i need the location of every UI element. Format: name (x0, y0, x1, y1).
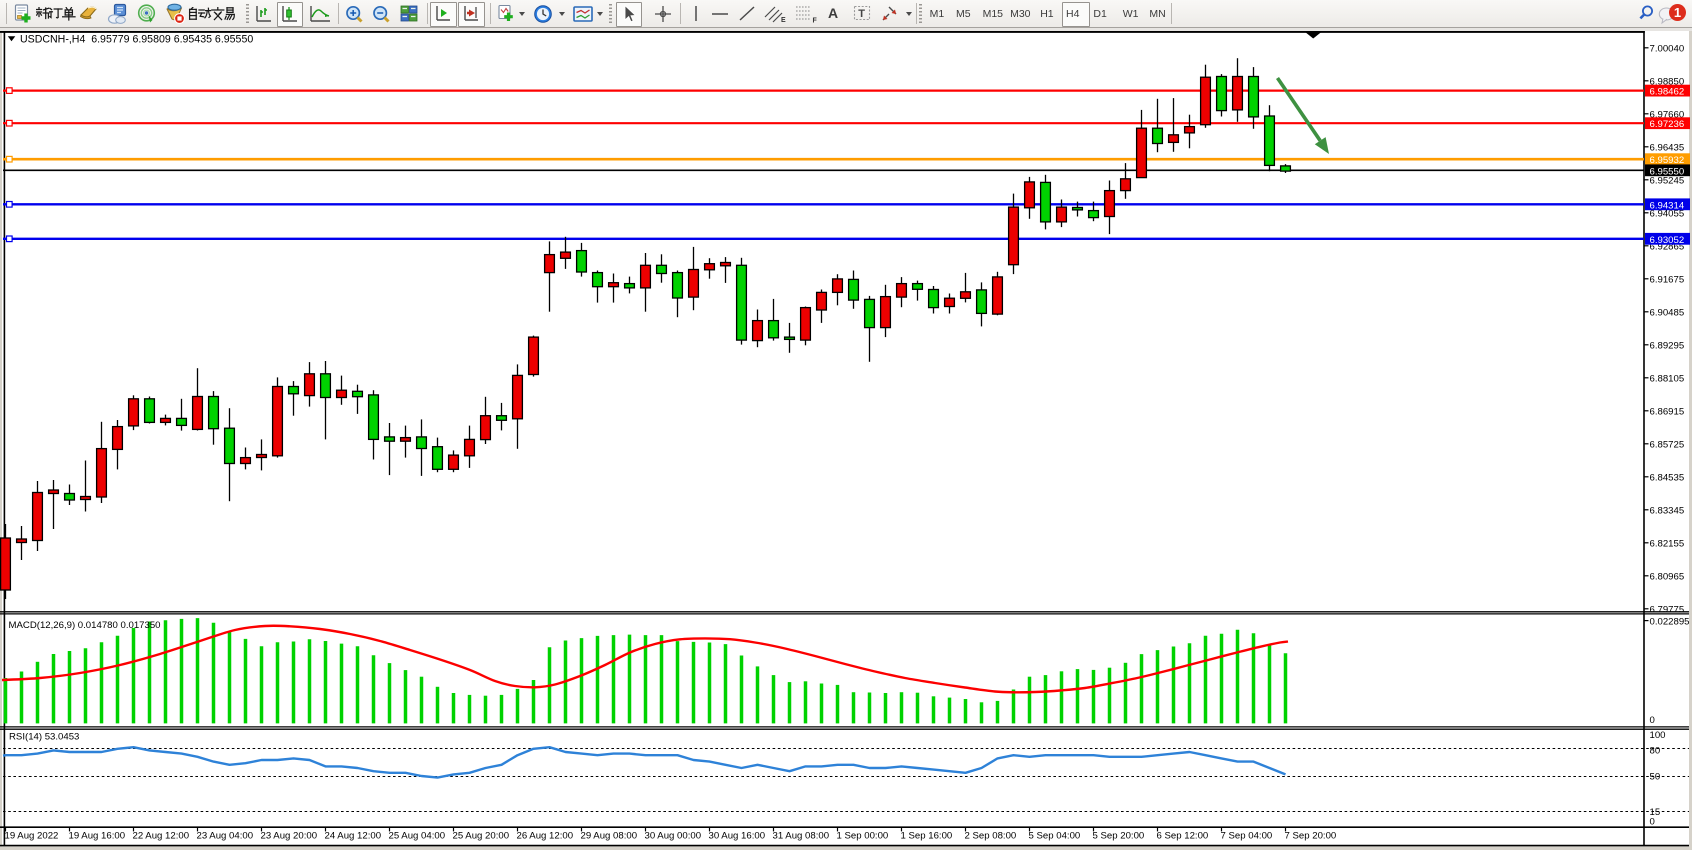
svg-text:7 Sep 04:00: 7 Sep 04:00 (1221, 830, 1273, 841)
svg-text:6.95550: 6.95550 (1650, 166, 1685, 177)
svg-text:25 Aug 04:00: 25 Aug 04:00 (389, 830, 446, 841)
svg-text:6.98850: 6.98850 (1650, 77, 1685, 88)
svg-text:0: 0 (1650, 715, 1655, 726)
svg-text:E: E (781, 17, 786, 24)
svg-text:6.92865: 6.92865 (1650, 242, 1685, 253)
svg-text:31 Aug 08:00: 31 Aug 08:00 (773, 830, 830, 841)
svg-text:RSI(14) 53.0453: RSI(14) 53.0453 (9, 732, 79, 743)
svg-text:6.84535: 6.84535 (1650, 473, 1685, 484)
svg-text:F: F (813, 18, 818, 25)
svg-text:6.95932: 6.95932 (1650, 155, 1685, 166)
svg-text:100: 100 (1650, 730, 1666, 741)
svg-text:6.82155: 6.82155 (1650, 539, 1685, 550)
svg-text:23 Aug 04:00: 23 Aug 04:00 (197, 830, 254, 841)
svg-text:6.96435: 6.96435 (1650, 143, 1685, 154)
svg-text:6.88105: 6.88105 (1650, 374, 1685, 385)
svg-text:6.91675: 6.91675 (1650, 275, 1685, 286)
svg-text:USDCNH-,H4 6.95779 6.95809 6.: USDCNH-,H4 6.95779 6.95809 6.95435 6.955… (20, 33, 253, 45)
svg-text:5 Sep 20:00: 5 Sep 20:00 (1093, 830, 1145, 841)
svg-text:1 Sep 00:00: 1 Sep 00:00 (837, 830, 889, 841)
svg-text:7 Sep 20:00: 7 Sep 20:00 (1285, 830, 1337, 841)
svg-text:1 Sep 16:00: 1 Sep 16:00 (901, 830, 953, 841)
svg-text:0: 0 (1650, 816, 1655, 827)
svg-text:6.98462: 6.98462 (1650, 87, 1685, 98)
svg-text:0.022895: 0.022895 (1650, 616, 1690, 627)
svg-text:6 Sep 12:00: 6 Sep 12:00 (1157, 830, 1209, 841)
svg-text:6.93052: 6.93052 (1650, 235, 1685, 246)
svg-text:50: 50 (1650, 772, 1661, 783)
svg-text:6.97236: 6.97236 (1650, 119, 1685, 130)
svg-text:6.85725: 6.85725 (1650, 440, 1685, 451)
svg-text:19 Aug 2022: 19 Aug 2022 (5, 830, 59, 841)
svg-text:19 Aug 16:00: 19 Aug 16:00 (69, 830, 126, 841)
svg-text:5 Sep 04:00: 5 Sep 04:00 (1029, 830, 1081, 841)
svg-text:6.80965: 6.80965 (1650, 572, 1685, 583)
svg-text:80: 80 (1650, 746, 1661, 757)
svg-text:29 Aug 08:00: 29 Aug 08:00 (581, 830, 638, 841)
svg-text:6.97660: 6.97660 (1650, 110, 1685, 121)
svg-text:6.94055: 6.94055 (1650, 209, 1685, 220)
svg-text:6.89295: 6.89295 (1650, 341, 1685, 352)
svg-text:6.79775: 6.79775 (1650, 605, 1685, 616)
svg-text:6.83345: 6.83345 (1650, 506, 1685, 517)
svg-text:T: T (858, 8, 865, 20)
svg-text:26 Aug 12:00: 26 Aug 12:00 (517, 830, 574, 841)
svg-text:6.90485: 6.90485 (1650, 308, 1685, 319)
svg-text:30 Aug 16:00: 30 Aug 16:00 (709, 830, 766, 841)
svg-text:6.94314: 6.94314 (1650, 200, 1685, 211)
svg-text:7.00040: 7.00040 (1650, 44, 1685, 55)
svg-text:15: 15 (1650, 807, 1661, 818)
svg-text:22 Aug 12:00: 22 Aug 12:00 (133, 830, 190, 841)
svg-text:25 Aug 20:00: 25 Aug 20:00 (453, 830, 510, 841)
svg-text:30 Aug 00:00: 30 Aug 00:00 (645, 830, 702, 841)
svg-text:24 Aug 12:00: 24 Aug 12:00 (325, 830, 382, 841)
svg-text:23 Aug 20:00: 23 Aug 20:00 (261, 830, 318, 841)
svg-text:2 Sep 08:00: 2 Sep 08:00 (965, 830, 1017, 841)
svg-text:6.86915: 6.86915 (1650, 407, 1685, 418)
svg-text:6.95245: 6.95245 (1650, 176, 1685, 187)
svg-text:MACD(12,26,9) 0.014780 0.01735: MACD(12,26,9) 0.014780 0.017350 (9, 620, 161, 631)
